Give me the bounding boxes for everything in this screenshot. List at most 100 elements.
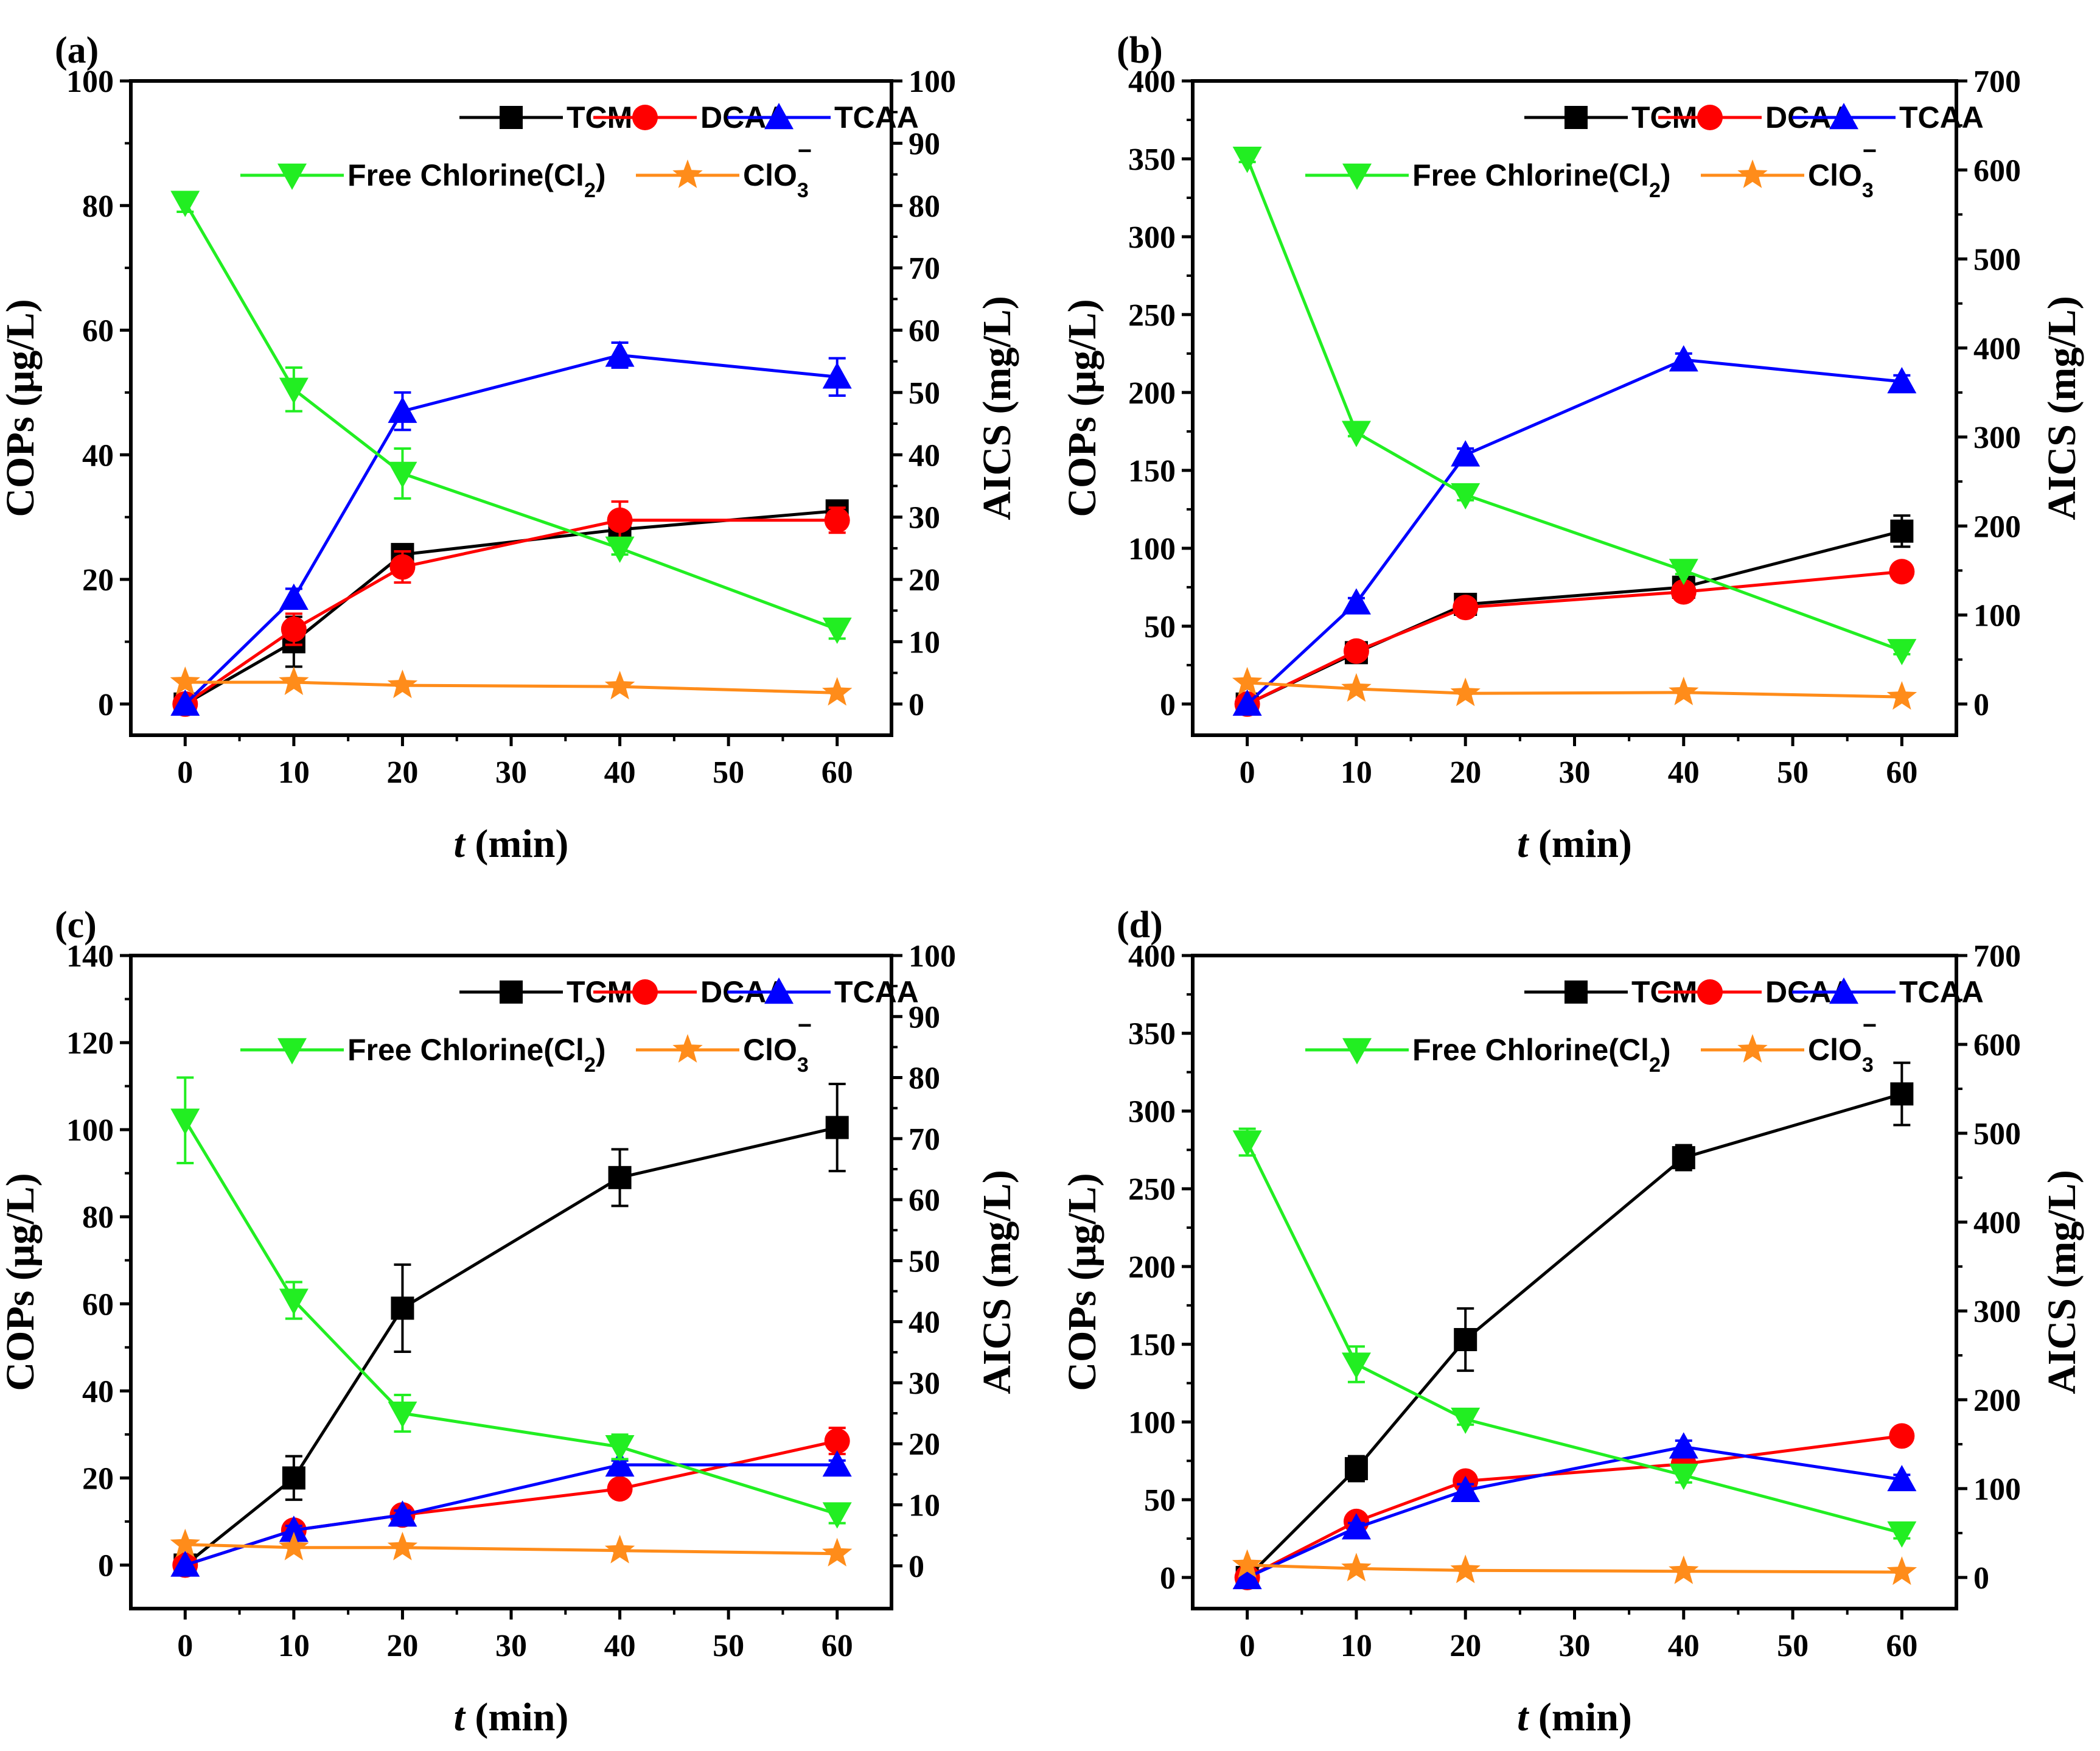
y-tick-label: 250 (1128, 1172, 1176, 1207)
data-point (388, 396, 417, 423)
data-point (1451, 440, 1481, 467)
legend-entry: TCM (459, 975, 632, 1009)
x-axis-title: t (min) (454, 1695, 569, 1739)
legend-label: ClO3− (743, 138, 812, 202)
data-point (279, 1288, 309, 1315)
data-point (1889, 559, 1915, 585)
data-point (388, 1401, 417, 1428)
series-tcaa (1232, 1432, 1917, 1590)
y-tick-label: 100 (66, 1113, 114, 1148)
legend-marker (277, 1038, 307, 1064)
data-point (1450, 1554, 1481, 1584)
data-point (1232, 1130, 1262, 1157)
data-point (1451, 1475, 1481, 1503)
y-axis-title: COPs (μg/L) (1060, 299, 1104, 517)
series-free-chlorine (1232, 147, 1917, 666)
legend-label: ClO3− (1808, 138, 1877, 202)
legend-entry: TCAA (1792, 975, 1984, 1009)
legend-marker (1737, 1034, 1768, 1063)
x-tick-label: 0 (177, 1629, 193, 1663)
data-point (1887, 1521, 1917, 1548)
data-point (388, 461, 417, 488)
series-clo3 (1232, 1549, 1917, 1585)
legend-marker (632, 979, 658, 1005)
y-tick-label: 0 (98, 1548, 114, 1583)
data-point (607, 507, 633, 533)
data-point (1232, 147, 1262, 173)
x-axis-title: t (min) (1517, 1695, 1632, 1739)
x-tick-label: 40 (1668, 1629, 1700, 1663)
x-tick-label: 20 (1449, 755, 1481, 790)
x-tick-label: 60 (1886, 1629, 1917, 1663)
y2-axis-title: AICS (mg/L) (975, 1170, 1019, 1394)
y2-axis-title: AICS (mg/L) (2040, 1170, 2084, 1394)
legend-entry: Free Chlorine(Cl2) (1305, 1033, 1671, 1077)
y-tick-label: 0 (98, 688, 114, 722)
data-point (605, 1435, 635, 1462)
legend-marker (500, 980, 523, 1004)
series-line (185, 680, 837, 694)
data-point (1887, 638, 1917, 666)
legend-marker (1342, 163, 1372, 190)
x-tick-label: 10 (1341, 1629, 1372, 1663)
panel-label: (d) (1117, 904, 1163, 946)
y2-tick-label: 600 (1973, 1028, 2021, 1063)
series-line (1246, 529, 1903, 706)
data-point (822, 362, 852, 389)
y-tick-label: 40 (82, 1374, 114, 1409)
series-line (1246, 1092, 1903, 1579)
series-tcm (1235, 514, 1914, 716)
legend-marker (1829, 103, 1858, 130)
legend-entry: ClO3− (1701, 138, 1877, 202)
y-tick-label: 400 (1128, 939, 1176, 974)
data-point (822, 1450, 852, 1477)
panel-label: (a) (55, 30, 99, 71)
data-point (281, 616, 307, 642)
y2-tick-label: 600 (1973, 153, 2021, 188)
data-point (604, 1534, 635, 1564)
y2-tick-label: 90 (909, 1000, 940, 1035)
y-tick-label: 0 (1160, 1561, 1176, 1596)
data-point (1454, 1328, 1477, 1352)
y-tick-label: 60 (82, 314, 114, 349)
y-tick-label: 150 (1128, 454, 1176, 489)
data-point (170, 1108, 200, 1135)
data-point (1669, 1432, 1698, 1459)
legend-entry: TCAA (727, 100, 919, 135)
legend-marker (672, 159, 703, 188)
legend-label: TCAA (834, 100, 919, 135)
y2-tick-label: 0 (1973, 688, 1989, 722)
x-tick-label: 40 (604, 1629, 636, 1663)
chart-panel-3: 0 10 20 30 40 50 60 0 20 40 60 80 100 120 140 0 10 20 30 40… (0, 904, 1019, 1739)
data-point (605, 340, 635, 367)
x-tick-label: 10 (278, 755, 310, 790)
data-point (607, 1476, 633, 1502)
y2-tick-label: 500 (1973, 243, 2021, 278)
data-point (822, 1537, 853, 1567)
x-tick-label: 20 (386, 755, 418, 790)
data-point (824, 507, 850, 533)
series-clo3 (170, 666, 853, 706)
legend-label: Free Chlorine(Cl2) (1412, 1033, 1671, 1077)
data-point (388, 1500, 417, 1527)
data-point (1887, 366, 1917, 394)
legend-marker (764, 977, 794, 1004)
data-point (279, 1531, 309, 1561)
x-tick-label: 20 (1449, 1629, 1481, 1663)
legend-entry: ClO3− (636, 1012, 812, 1077)
x-tick-label: 40 (1668, 755, 1700, 790)
y2-tick-label: 20 (909, 1427, 940, 1462)
y2-tick-label: 100 (1973, 1472, 2021, 1507)
data-point (605, 536, 635, 563)
y2-tick-label: 80 (909, 189, 940, 224)
data-point (1451, 483, 1481, 510)
y2-tick-label: 20 (909, 563, 940, 598)
data-point (825, 1116, 849, 1139)
y2-tick-label: 30 (909, 1366, 940, 1401)
chart-panel-4: 0 10 20 30 40 50 60050100150200250300350400010… (1060, 904, 2084, 1739)
series-line (1246, 158, 1903, 652)
data-point (822, 617, 852, 644)
data-point (1232, 1549, 1263, 1578)
data-point (1669, 1463, 1698, 1491)
